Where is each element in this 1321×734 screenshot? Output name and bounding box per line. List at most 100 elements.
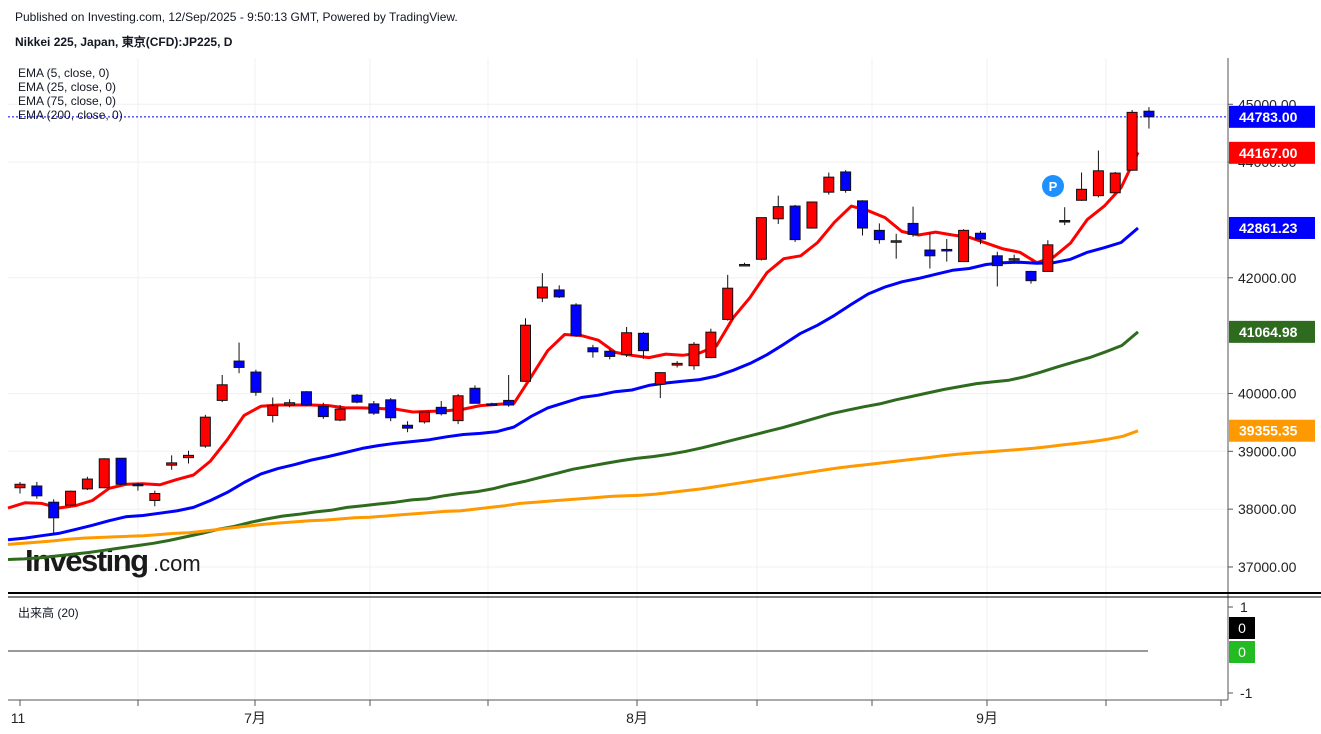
ema200-tag-bg	[1229, 419, 1315, 442]
candle-body	[418, 411, 430, 423]
candle-body	[317, 405, 329, 418]
candle	[216, 374, 228, 403]
candle-body	[452, 395, 464, 422]
candle-body	[486, 403, 498, 406]
ema25-tag-bg	[1229, 216, 1315, 239]
candle-body	[1143, 110, 1155, 118]
candle	[772, 195, 784, 224]
candle	[570, 303, 582, 337]
candle	[621, 326, 633, 358]
legend-ema200: EMA (200, close, 0)	[18, 108, 123, 122]
candle-body	[873, 229, 885, 241]
candle-body	[688, 343, 700, 367]
candle	[233, 342, 245, 374]
candle-body	[553, 289, 565, 298]
candle	[503, 374, 515, 407]
ema5-tag-bg	[1229, 141, 1315, 164]
candle	[991, 251, 1003, 287]
candle	[806, 201, 818, 229]
candle	[857, 200, 868, 236]
candle	[351, 394, 363, 404]
candle-body	[166, 462, 178, 466]
candle-body	[216, 384, 228, 401]
ema75-tag-bg	[1229, 320, 1315, 343]
candle-body	[536, 286, 548, 299]
candle-body	[958, 229, 970, 263]
candle	[48, 499, 60, 535]
candle-body	[722, 287, 734, 320]
candle-body	[890, 240, 902, 243]
candle-body	[991, 255, 1003, 267]
ema200-tag-label: 39355.35	[1239, 423, 1298, 439]
candle-body	[621, 332, 633, 356]
candle	[98, 458, 110, 489]
candle	[1025, 270, 1037, 284]
candle	[199, 414, 211, 448]
candle-body	[570, 304, 582, 337]
candle-body	[267, 405, 279, 416]
ema200-line	[7, 429, 1139, 546]
candle	[1008, 254, 1020, 263]
candle-body	[1126, 111, 1138, 171]
candle	[368, 400, 380, 415]
candle-body	[250, 371, 262, 393]
candle	[1092, 150, 1104, 198]
candle	[722, 274, 734, 321]
candle-body	[924, 249, 936, 257]
candle	[81, 476, 93, 491]
candle-body	[132, 483, 144, 487]
candle	[739, 262, 751, 267]
candle	[402, 421, 414, 433]
price-tags: 44783.00 44167.00 42861.23 41064.98 39355.35	[1229, 105, 1315, 442]
candle-body	[637, 332, 649, 352]
candle-body	[1059, 220, 1071, 223]
candle	[974, 230, 986, 245]
candle	[166, 455, 178, 470]
candle-body	[654, 372, 666, 385]
candle	[1126, 110, 1138, 171]
ema25-tag: 42861.23	[1229, 216, 1315, 239]
signal-marker[interactable]: P	[1042, 175, 1064, 197]
watermark-brand: Investing	[25, 543, 148, 578]
candle	[654, 372, 666, 399]
candle-body	[351, 394, 363, 403]
candle	[1109, 171, 1121, 194]
candle	[132, 482, 144, 491]
candle	[284, 399, 296, 408]
candle	[1143, 107, 1155, 129]
candle-body	[48, 501, 60, 519]
candle	[705, 328, 717, 359]
candle	[789, 204, 801, 242]
volume-tag-green	[1229, 641, 1255, 663]
candle-body	[587, 347, 599, 353]
time-axis: 11 7月 8月 9月	[11, 700, 1222, 726]
candle-body	[739, 263, 751, 267]
candle-body	[334, 408, 346, 421]
volume-tag-black-label: 0	[1238, 620, 1246, 636]
candle-body	[789, 205, 801, 241]
candle-body	[671, 362, 683, 366]
x-tick-label: 7月	[244, 710, 266, 726]
candle	[907, 206, 919, 237]
y-tick-label: 37000.00	[1238, 559, 1297, 575]
x-tick-label: 8月	[626, 710, 648, 726]
volume-title: 出来高 (20)	[18, 606, 79, 620]
candle	[418, 411, 430, 424]
candle	[1059, 207, 1071, 226]
candle	[435, 400, 447, 416]
candle-body	[857, 200, 868, 229]
candle-body	[974, 232, 986, 240]
candle	[637, 332, 649, 359]
candle	[385, 398, 397, 422]
candle-body	[1008, 258, 1020, 261]
candle-body	[284, 402, 296, 406]
candle	[823, 172, 835, 195]
y-tick-label: 40000.00	[1238, 385, 1297, 401]
candle	[65, 490, 77, 507]
ema-legend: EMA (5, close, 0) EMA (25, close, 0) EMA…	[18, 66, 123, 122]
candle-body	[520, 324, 531, 382]
y-tick-label: 38000.00	[1238, 501, 1297, 517]
candle	[300, 391, 312, 407]
candle	[14, 481, 26, 494]
